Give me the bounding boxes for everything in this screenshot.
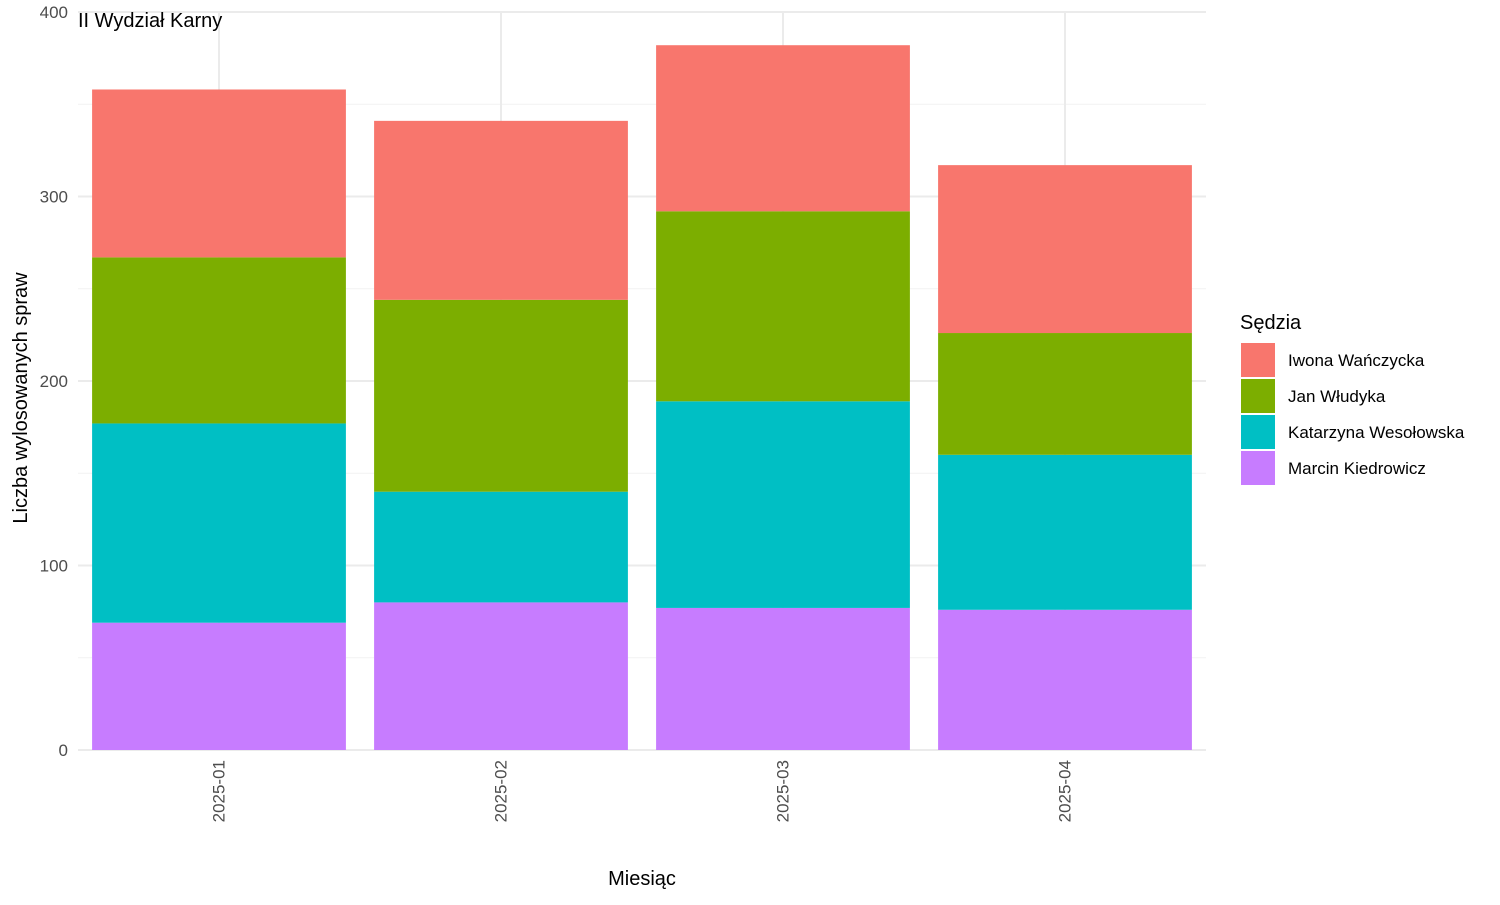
y-axis-title: Liczba wylosowanych spraw [10, 272, 32, 524]
legend-title: Sędzia [1240, 312, 1302, 334]
bar-segment [938, 454, 1192, 610]
bar-segment [92, 89, 346, 258]
y-axis: 0 100 200 300 400 [40, 3, 68, 760]
bar-segment [656, 401, 910, 608]
legend-key [1241, 343, 1275, 377]
x-tick-label: 2025-03 [774, 760, 793, 822]
bar-segment [656, 607, 910, 750]
legend-label: Katarzyna Wesołowska [1288, 423, 1465, 442]
bar-segment [92, 622, 346, 750]
bar-segment [656, 211, 910, 402]
bars [92, 45, 1192, 750]
chart-title: II Wydział Karny [78, 10, 222, 32]
bar-segment [92, 423, 346, 623]
y-tick-label: 400 [40, 3, 68, 22]
x-axis-title: Miesiąc [608, 868, 676, 890]
bar-segment [374, 491, 628, 603]
y-tick-label: 100 [40, 557, 68, 576]
bar-segment [656, 45, 910, 212]
bar-segment [938, 333, 1192, 455]
legend-label: Iwona Wańczycka [1288, 351, 1425, 370]
bar-segment [374, 602, 628, 750]
y-tick-label: 200 [40, 372, 68, 391]
bar-segment [938, 165, 1192, 334]
x-tick-label: 2025-02 [492, 760, 511, 822]
bar-segment [374, 299, 628, 492]
y-tick-label: 300 [40, 188, 68, 207]
legend-key [1241, 379, 1275, 413]
legend-key [1241, 451, 1275, 485]
bar-segment [92, 257, 346, 424]
bar-segment [374, 120, 628, 300]
x-tick-label: 2025-04 [1056, 760, 1075, 822]
legend-key [1241, 415, 1275, 449]
legend: Sędzia Iwona Wańczycka Jan Włudyka Katarzy… [1240, 312, 1465, 485]
y-tick-label: 0 [59, 741, 68, 760]
legend-label: Marcin Kiedrowicz [1288, 459, 1426, 478]
x-tick-label: 2025-01 [210, 760, 229, 822]
legend-label: Jan Włudyka [1288, 387, 1386, 406]
bar-segment [938, 609, 1192, 750]
x-axis: 2025-01 2025-02 2025-03 2025-04 [210, 760, 1075, 822]
